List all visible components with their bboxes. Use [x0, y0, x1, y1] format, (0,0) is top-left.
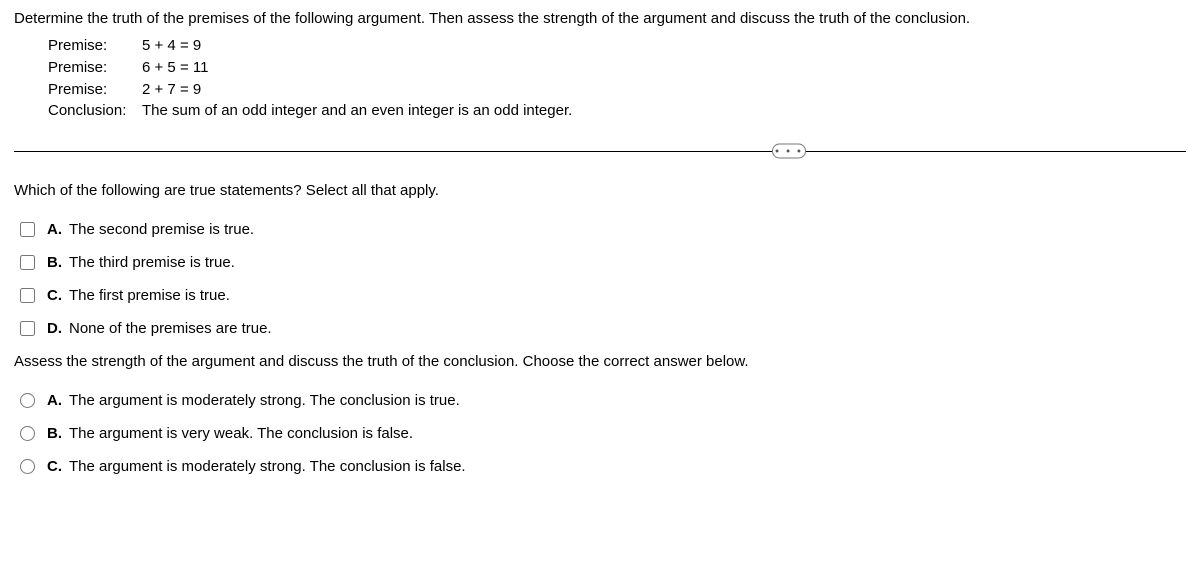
option-text: The argument is moderately strong. The c…	[69, 392, 460, 409]
premise-text: 5 + 4 = 9	[142, 35, 201, 57]
option-row[interactable]: B. The third premise is true.	[20, 254, 1186, 271]
option-radio[interactable]	[20, 426, 35, 441]
section-divider: • • •	[14, 140, 1186, 162]
option-text: The third premise is true.	[69, 254, 235, 271]
question-2-text: Assess the strength of the argument and …	[14, 353, 1186, 370]
premise-label: Premise:	[48, 79, 142, 101]
option-letter: A.	[47, 392, 69, 409]
option-row[interactable]: D. None of the premises are true.	[20, 320, 1186, 337]
option-text: The first premise is true.	[69, 287, 230, 304]
option-letter: B.	[47, 254, 69, 271]
conclusion-label: Conclusion:	[48, 100, 142, 122]
premise-row: Premise: 2 + 7 = 9	[48, 79, 1186, 101]
option-row[interactable]: C. The argument is moderately strong. Th…	[20, 458, 1186, 475]
option-letter: A.	[47, 221, 69, 238]
premise-row: Premise: 6 + 5 = 11	[48, 57, 1186, 79]
ellipsis-icon: • • •	[775, 145, 803, 157]
premise-text: 6 + 5 = 11	[142, 57, 208, 79]
premise-label: Premise:	[48, 57, 142, 79]
option-letter: C.	[47, 458, 69, 475]
conclusion-row: Conclusion: The sum of an odd integer an…	[48, 100, 1186, 122]
divider-line	[14, 151, 1186, 152]
option-text: The argument is very weak. The conclusio…	[69, 425, 413, 442]
option-letter: D.	[47, 320, 69, 337]
question-prompt: Determine the truth of the premises of t…	[14, 10, 1186, 27]
premise-row: Premise: 5 + 4 = 9	[48, 35, 1186, 57]
premises-block: Premise: 5 + 4 = 9 Premise: 6 + 5 = 11 P…	[14, 35, 1186, 122]
option-text: The argument is moderately strong. The c…	[69, 458, 466, 475]
option-checkbox[interactable]	[20, 222, 35, 237]
option-row[interactable]: A. The second premise is true.	[20, 221, 1186, 238]
option-radio[interactable]	[20, 459, 35, 474]
option-row[interactable]: B. The argument is very weak. The conclu…	[20, 425, 1186, 442]
option-row[interactable]: A. The argument is moderately strong. Th…	[20, 392, 1186, 409]
premise-text: 2 + 7 = 9	[142, 79, 201, 101]
option-checkbox[interactable]	[20, 321, 35, 336]
option-text: The second premise is true.	[69, 221, 254, 238]
premise-label: Premise:	[48, 35, 142, 57]
conclusion-text: The sum of an odd integer and an even in…	[142, 100, 572, 122]
option-checkbox[interactable]	[20, 288, 35, 303]
option-checkbox[interactable]	[20, 255, 35, 270]
more-button[interactable]: • • •	[772, 144, 806, 159]
question-1-text: Which of the following are true statemen…	[14, 182, 1186, 199]
question-2-options: A. The argument is moderately strong. Th…	[14, 392, 1186, 475]
option-letter: C.	[47, 287, 69, 304]
option-row[interactable]: C. The first premise is true.	[20, 287, 1186, 304]
question-1-options: A. The second premise is true. B. The th…	[14, 221, 1186, 337]
option-text: None of the premises are true.	[69, 320, 272, 337]
option-letter: B.	[47, 425, 69, 442]
option-radio[interactable]	[20, 393, 35, 408]
